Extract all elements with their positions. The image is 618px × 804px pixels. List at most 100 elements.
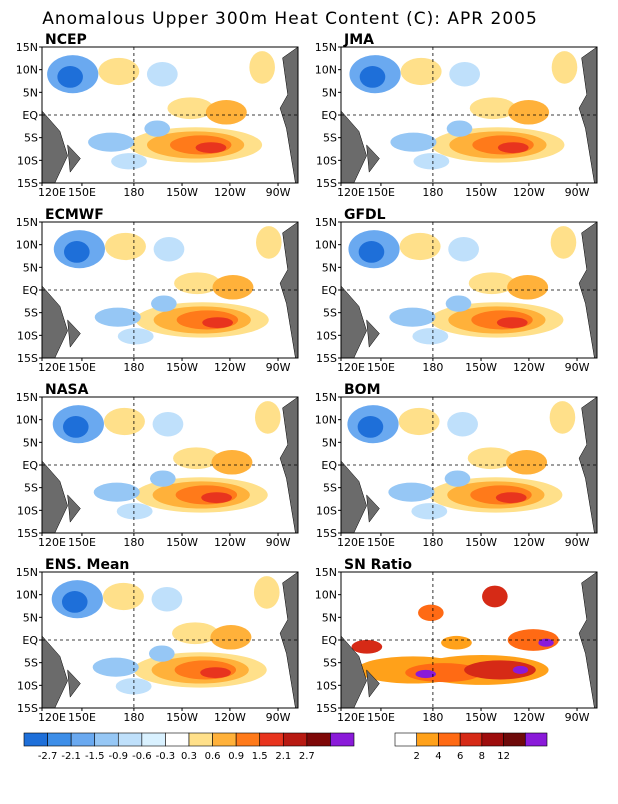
shaded-region [174,272,221,295]
shaded-region [254,401,281,434]
shaded-region [411,503,448,520]
lon-label: 180 [123,186,144,199]
lon-label: 150W [465,711,497,724]
lon-label: 150E [68,711,96,724]
lat-label: 15S [17,177,38,190]
panel-title: GFDL [344,207,386,223]
lon-label: 120E [38,361,66,374]
lat-label: 15N [16,391,38,404]
island [366,144,380,173]
lat-label: 5N [322,261,337,274]
shaded-region [256,226,282,259]
lat-label: 5S [24,482,38,495]
lat-label: 15N [315,41,337,54]
lon-label: 120E [337,536,365,549]
shaded-region [551,51,578,84]
shaded-region [200,667,231,679]
colorbar-swatch [459,732,483,747]
lat-label: 5N [23,436,38,449]
lat-label: 15S [17,702,38,715]
lon-label: 150E [68,536,96,549]
colorbar-label: 12 [497,751,510,762]
lon-label: 150W [166,361,198,374]
lon-label: 180 [422,361,443,374]
lat-label: 5S [323,657,337,670]
lat-label: 15N [315,391,337,404]
shaded-region [482,585,508,608]
lon-label: 90W [565,186,590,199]
landmass-west [42,285,68,358]
shaded-region [398,407,440,436]
lat-label: 10N [315,589,337,602]
shaded-region [195,142,227,154]
lat-label: 15N [315,216,337,229]
shaded-region [149,645,175,662]
colorbar-swatch [438,732,461,747]
shaded-region [212,275,254,300]
panel-title: JMA [343,32,374,48]
lon-label: 150W [166,711,198,724]
shaded-region [445,295,472,312]
colorbar-swatch [117,732,143,747]
lon-label: 180 [123,361,144,374]
shaded-region [151,586,183,612]
shaded-region [351,640,383,654]
lat-label: 15N [16,566,38,579]
shaded-region [447,411,478,437]
shaded-region [495,492,527,504]
island [366,494,380,523]
lon-label: 150W [166,536,198,549]
lon-label: 150E [367,711,395,724]
shaded-region [201,492,232,504]
lat-label: 5N [322,436,337,449]
panel-title: ECMWF [45,207,104,223]
lat-label: 10N [315,239,337,252]
lon-label: 150W [465,361,497,374]
lat-label: 5N [322,86,337,99]
lat-label: EQ [22,459,38,472]
lat-label: 10S [17,329,38,342]
lat-label: EQ [321,109,337,122]
lat-label: 10N [16,589,38,602]
shaded-region [390,132,437,152]
colorbar-swatch [94,732,119,747]
landmass-west [42,460,68,533]
shaded-region [111,153,147,170]
shaded-region [399,232,441,261]
colorbar-swatch [282,732,308,747]
shaded-region [415,669,436,679]
lon-label: 150W [166,186,198,199]
lat-label: 15S [316,352,337,365]
figure-title: Anomalous Upper 300m Heat Content (C): A… [42,9,538,29]
colorbar-label: -1.5 [85,751,105,762]
shaded-region [389,307,436,327]
panel-title: NASA [45,382,89,398]
lat-label: 5S [323,132,337,145]
colorbar-label: -0.9 [109,751,129,762]
shaded-region [205,100,247,125]
shaded-region [441,635,472,650]
lon-label: 120W [214,711,246,724]
shaded-region [469,97,516,120]
shaded-region [464,660,536,680]
lat-label: 10S [316,329,337,342]
lon-label: 120W [513,361,545,374]
colorbar-swatch [212,732,237,747]
colorbar-label: -2.7 [38,751,58,762]
lat-label: 10S [17,154,38,167]
lon-label: 120W [214,186,246,199]
lat-label: 10S [316,679,337,692]
colorbar-swatch [235,732,261,747]
colorbar-swatch [165,732,190,747]
lat-label: EQ [321,459,337,472]
colorbar-swatch [416,732,439,747]
lon-label: 150E [367,186,395,199]
lon-label: 120E [337,186,365,199]
island [67,494,81,523]
colorbar-label: 2.1 [275,751,291,762]
